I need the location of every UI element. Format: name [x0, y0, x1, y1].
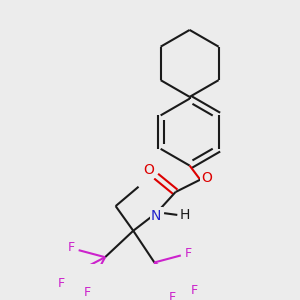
Text: F: F	[169, 291, 176, 300]
Text: N: N	[151, 209, 161, 223]
Text: O: O	[144, 163, 154, 177]
Text: H: H	[179, 208, 190, 222]
Text: F: F	[58, 277, 64, 290]
Text: F: F	[190, 284, 198, 297]
Text: F: F	[184, 247, 191, 260]
Text: O: O	[201, 171, 212, 185]
Text: F: F	[68, 241, 75, 254]
Text: F: F	[84, 286, 91, 299]
